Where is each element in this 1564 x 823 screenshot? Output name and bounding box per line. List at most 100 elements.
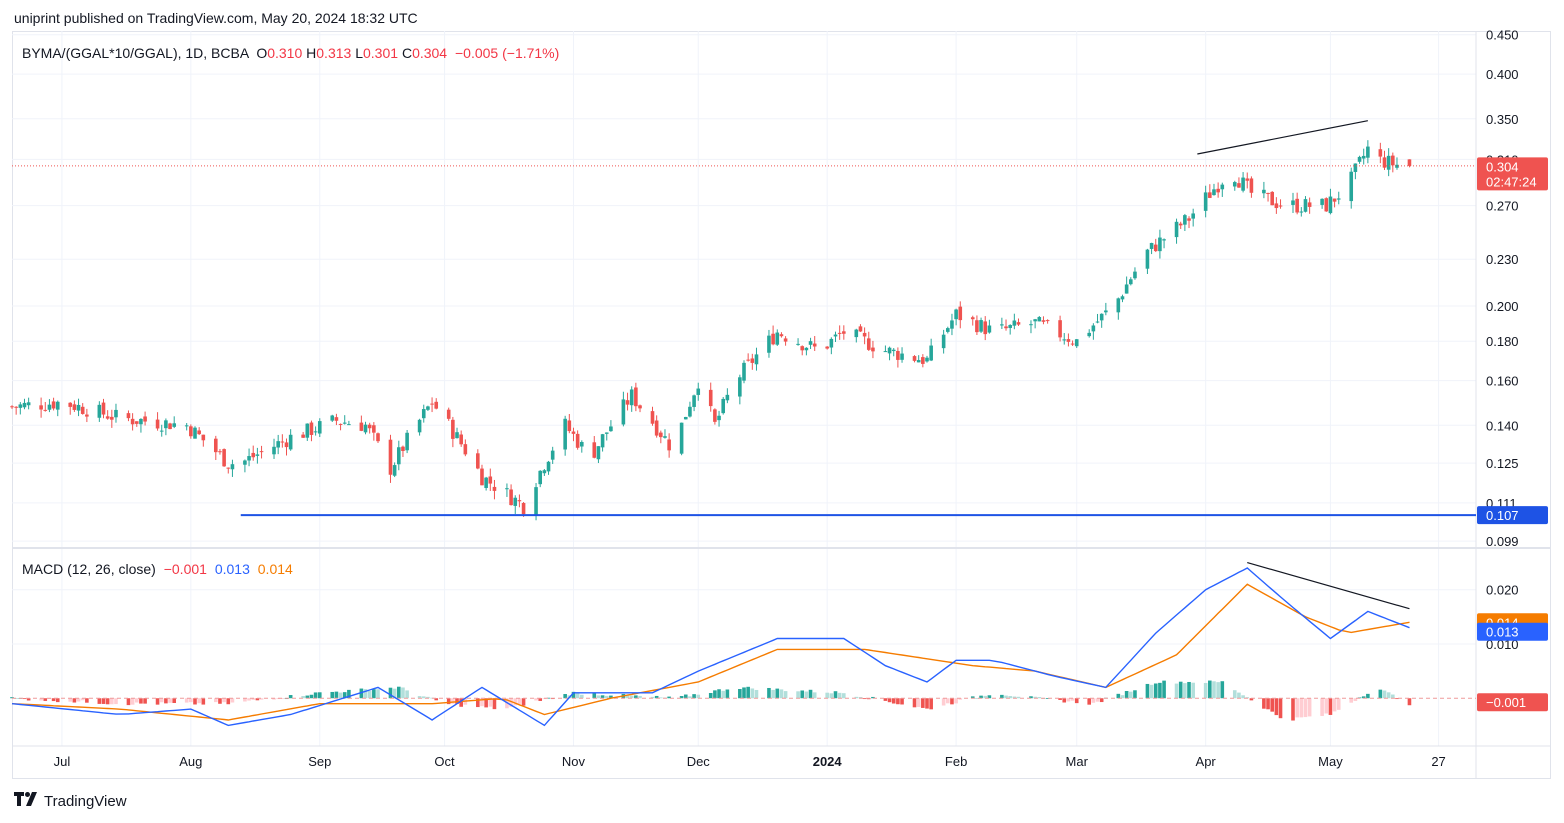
macd-histogram-bar	[887, 698, 892, 703]
candle-body	[796, 343, 800, 345]
candle-body	[1178, 223, 1183, 226]
macd-histogram-bar	[1029, 696, 1033, 699]
macd-histogram-bar	[1266, 698, 1270, 710]
candle-body	[1266, 192, 1270, 194]
candle-body	[1391, 155, 1395, 166]
candle-body	[1237, 183, 1241, 188]
macd-histogram-bar	[1245, 697, 1250, 699]
support-level	[12, 165, 1476, 517]
price-tick-label: 0.180	[1486, 334, 1519, 349]
macd-histogram-bar	[426, 696, 430, 699]
macd-histogram-bar	[1058, 698, 1062, 700]
macd-histogram-bar	[837, 692, 842, 699]
candle-body	[567, 420, 572, 432]
candle-body	[579, 441, 584, 447]
macd-histogram-bar	[975, 698, 979, 699]
macd-histogram-bar	[1016, 696, 1021, 699]
macd-histogram-bar	[650, 696, 655, 699]
candle-body	[18, 404, 23, 408]
candle-body	[1249, 178, 1254, 193]
macd-histogram-bar	[1232, 690, 1237, 699]
macd-histogram-bar	[970, 696, 975, 699]
candle-body	[1278, 205, 1283, 207]
macd-histogram-bar	[696, 694, 701, 699]
macd-title[interactable]: MACD (12, 26, close)	[22, 561, 156, 577]
candle-body	[634, 387, 638, 407]
close-label: C	[401, 45, 413, 61]
macd-histogram-bar	[1320, 698, 1324, 716]
macd-histogram-bar	[1145, 683, 1150, 699]
macd-histogram-bar	[754, 689, 759, 699]
candle-body	[571, 431, 576, 434]
price-tick-label: 0.125	[1486, 456, 1519, 471]
macd-histogram	[10, 680, 1476, 721]
macd-histogram-bar	[1128, 691, 1133, 699]
macd-histogram-bar	[941, 698, 946, 706]
macd-tag-bg	[1477, 622, 1548, 641]
candle-body	[1245, 178, 1250, 181]
candle-body	[189, 426, 193, 437]
axes: 0.450 0.400 0.350 0.310 0.270 0.230 0.200 0.180…	[54, 28, 1519, 769]
macd-histogram-bar	[1216, 682, 1220, 699]
macd-histogram-bar	[10, 697, 14, 699]
macd-histogram-bar	[1299, 698, 1304, 718]
macd-histogram-bar	[746, 686, 750, 699]
price-tick-label: 0.400	[1486, 67, 1519, 82]
candle-body	[1045, 320, 1050, 322]
candle-body	[168, 423, 172, 430]
macd-histogram-bar	[1187, 681, 1191, 699]
macd-histogram-bar	[243, 698, 247, 702]
candle-body	[47, 404, 52, 410]
candle-body	[1191, 213, 1195, 219]
macd-histogram-bar	[143, 698, 147, 704]
candle-body	[833, 334, 838, 337]
macd-histogram-bar	[1270, 698, 1275, 712]
candle-body	[509, 489, 513, 506]
macd-histogram-bar	[1045, 698, 1050, 699]
candle-body	[22, 402, 27, 408]
candle-body	[975, 320, 979, 333]
candle-body	[1262, 189, 1266, 194]
candle-body	[1058, 320, 1062, 338]
macd-histogram-bar	[155, 698, 160, 705]
macd-tick-label: 0.020	[1486, 583, 1519, 598]
candle-body	[1307, 202, 1312, 207]
footer-brand[interactable]: TradingView	[14, 792, 127, 811]
price-tick-label: 0.200	[1486, 299, 1519, 314]
macd-histogram-bar	[829, 693, 834, 699]
candle-body	[330, 415, 335, 421]
candle-body	[1162, 239, 1166, 241]
candle-body	[513, 497, 518, 506]
candle-body	[1149, 242, 1154, 249]
candle-body	[1353, 163, 1358, 172]
macd-hist-value: −0.001	[163, 561, 207, 577]
macd-histogram-bar	[455, 698, 459, 704]
macd-tag-text: 0.013	[1486, 625, 1519, 640]
macd-histogram-bar	[226, 698, 231, 705]
macd-histogram-bar	[1000, 694, 1004, 699]
macd-histogram-bar	[247, 698, 251, 701]
candle-body	[1116, 298, 1121, 313]
macd-histogram-bar	[189, 698, 193, 703]
macd-histogram-bar	[921, 698, 925, 708]
candle-body	[1212, 189, 1216, 196]
candle-body	[596, 446, 601, 460]
candle-body	[14, 406, 18, 408]
candle-body	[446, 409, 451, 419]
macd-histogram-bar	[842, 693, 846, 699]
candle-body	[126, 413, 131, 419]
symbol-title[interactable]: BYMA/(GGAL*10/GGAL), 1D, BCBA	[22, 45, 249, 61]
macd-histogram-bar	[862, 698, 867, 700]
macd-histogram-bar	[592, 693, 597, 699]
macd-histogram-bar	[80, 698, 85, 701]
candle-body	[1386, 155, 1391, 170]
candle-body	[929, 345, 933, 361]
candle-body	[1320, 198, 1324, 205]
macd-histogram-bar	[521, 698, 526, 706]
candle-body	[954, 309, 958, 320]
macd-histogram-bar	[1120, 695, 1125, 699]
candle-body	[1183, 215, 1187, 225]
grid	[12, 31, 1476, 746]
candle-body	[421, 409, 426, 419]
